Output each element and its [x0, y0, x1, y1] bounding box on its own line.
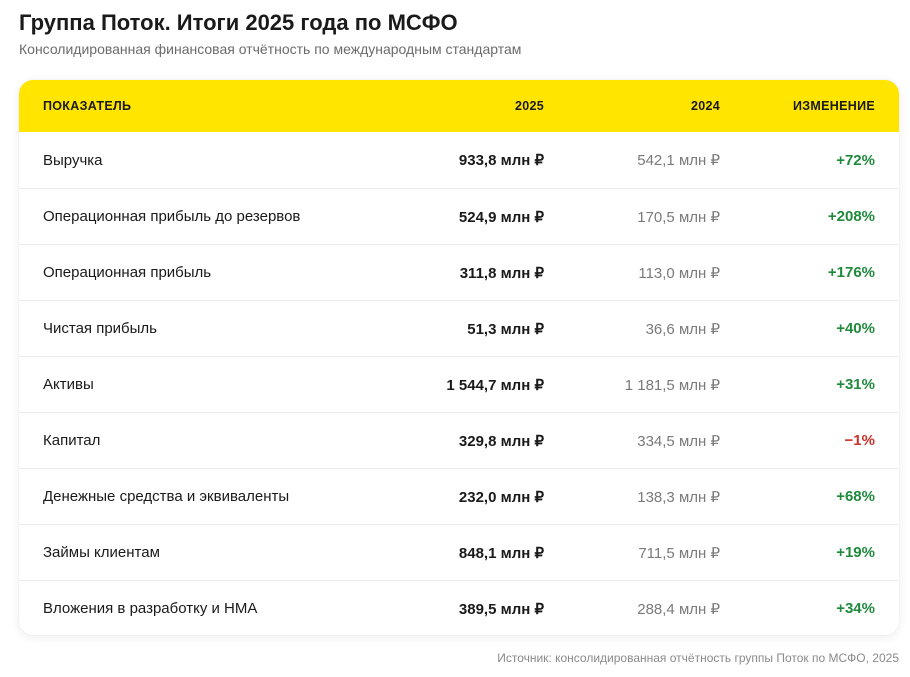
- change-value: +31%: [836, 376, 875, 393]
- row-label: Операционная прибыль: [43, 264, 212, 281]
- column-header-2024: 2024: [690, 99, 720, 113]
- value-2025: 311,8 млн ₽: [459, 264, 544, 282]
- column-header-2025: 2025: [514, 99, 544, 113]
- change-value: −1%: [844, 432, 875, 449]
- table-header: ПОКАЗАТЕЛЬ 2025 2024 ИЗМЕНЕНИЕ: [19, 80, 899, 132]
- value-2024: 711,5 млн ₽: [638, 544, 720, 562]
- column-header-indicator: ПОКАЗАТЕЛЬ: [43, 99, 132, 113]
- value-2025: 933,8 млн ₽: [458, 152, 544, 169]
- row-label: Денежные средства и эквиваленты: [43, 488, 290, 505]
- row-label: Чистая прибыль: [43, 320, 157, 337]
- row-label: Займы клиентам: [43, 544, 160, 561]
- value-2025: 329,8 млн ₽: [458, 432, 544, 450]
- column-header-change: ИЗМЕНЕНИЕ: [793, 99, 875, 113]
- value-2024: 138,3 млн ₽: [637, 488, 720, 506]
- value-2024: 36,6 млн ₽: [645, 320, 720, 338]
- value-2025: 51,3 млн ₽: [467, 320, 544, 338]
- financial-table: ПОКАЗАТЕЛЬ 2025 2024 ИЗМЕНЕНИЕ Выручка 9…: [19, 80, 899, 635]
- change-value: +19%: [836, 544, 875, 561]
- change-value: +34%: [836, 600, 875, 617]
- table-row: Активы 1 544,7 млн ₽ 1 181,5 млн ₽ +31%: [19, 356, 899, 412]
- value-2024: 334,5 млн ₽: [637, 432, 720, 450]
- table-row: Денежные средства и эквиваленты 232,0 мл…: [19, 468, 899, 524]
- table-row: Выручка 933,8 млн ₽ 542,1 млн ₽ +72%: [19, 132, 899, 188]
- value-2025: 232,0 млн ₽: [458, 488, 544, 506]
- value-2024: 113,0 млн ₽: [638, 264, 720, 282]
- table-row: Чистая прибыль 51,3 млн ₽ 36,6 млн ₽ +40…: [19, 300, 899, 356]
- table-row: Вложения в разработку и НМА 389,5 млн ₽ …: [19, 580, 899, 635]
- change-value: +40%: [836, 320, 875, 337]
- value-2025: 389,5 млн ₽: [458, 600, 544, 618]
- table-row: Капитал 329,8 млн ₽ 334,5 млн ₽ −1%: [19, 412, 899, 468]
- value-2025: 524,9 млн ₽: [458, 208, 544, 226]
- change-value: +176%: [827, 264, 875, 281]
- value-2024: 288,4 млн ₽: [637, 600, 720, 618]
- value-2024: 542,1 млн ₽: [637, 152, 720, 169]
- change-value: +72%: [836, 151, 875, 169]
- page-subtitle: Консолидированная финансовая отчётность …: [19, 41, 522, 57]
- value-2025: 848,1 млн ₽: [458, 544, 544, 562]
- table-body: Выручка 933,8 млн ₽ 542,1 млн ₽ +72% Опе…: [19, 132, 899, 635]
- value-2024: 1 181,5 млн ₽: [624, 376, 720, 394]
- table-row: Займы клиентам 848,1 млн ₽ 711,5 млн ₽ +…: [19, 524, 899, 580]
- row-label: Операционная прибыль до резервов: [43, 208, 301, 225]
- row-label: Выручка: [43, 151, 103, 169]
- value-2025: 1 544,7 млн ₽: [446, 376, 544, 394]
- source-note: Источник: консолидированная отчётность г…: [497, 651, 899, 665]
- row-label: Активы: [43, 376, 94, 393]
- change-value: +68%: [836, 488, 875, 505]
- change-value: +208%: [827, 208, 875, 225]
- row-label: Капитал: [43, 432, 101, 449]
- row-label: Вложения в разработку и НМА: [43, 600, 258, 617]
- value-2024: 170,5 млн ₽: [637, 208, 720, 226]
- table-row: Операционная прибыль до резервов 524,9 м…: [19, 188, 899, 244]
- table-row: Операционная прибыль 311,8 млн ₽ 113,0 м…: [19, 244, 899, 300]
- page-title: Группа Поток. Итоги 2025 года по МСФО: [19, 10, 458, 35]
